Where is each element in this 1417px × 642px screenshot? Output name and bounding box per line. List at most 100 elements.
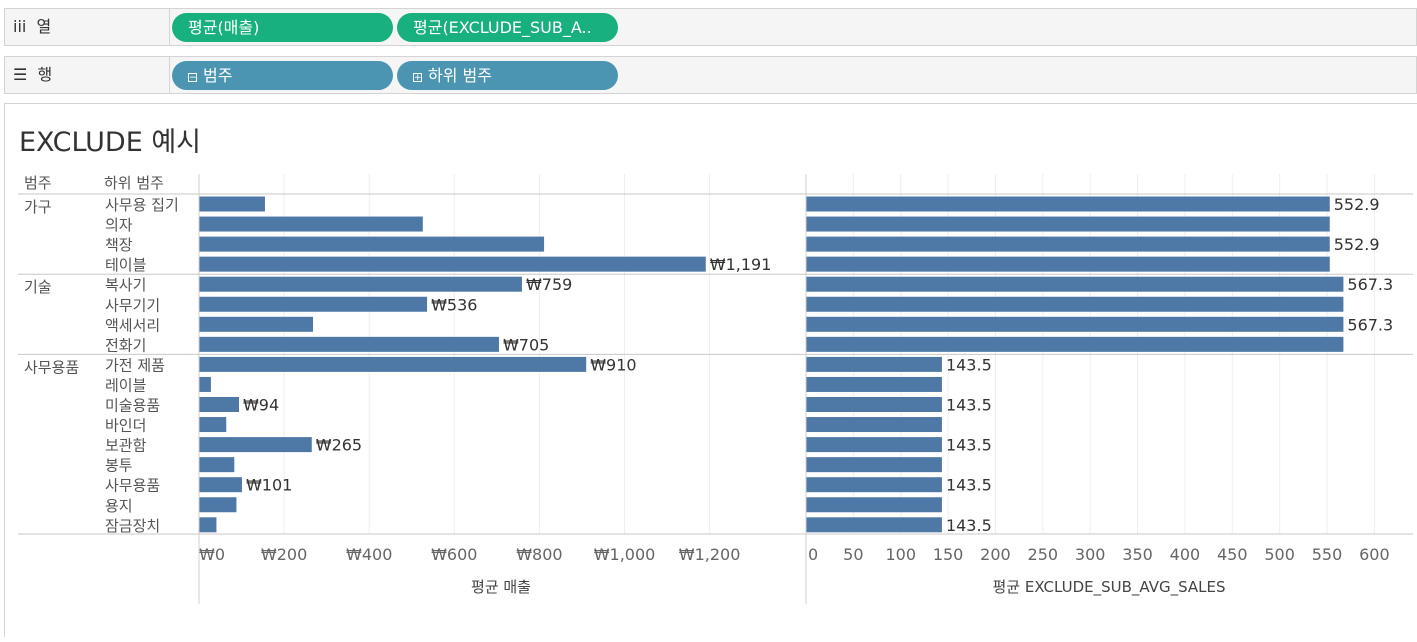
sales-bar <box>199 296 428 312</box>
sales-bar-label: ₩705 <box>503 335 549 354</box>
axes: ₩0 ₩200 ₩400 ₩600 ₩800 ₩1,000 ₩1,200 0 50 100 150 2… <box>18 174 1413 604</box>
sales-bars: ₩1,191 ₩759 ₩536 ₩705 ₩910 ₩94 ₩265 ₩101 <box>199 196 772 533</box>
sales-bar <box>199 437 312 453</box>
header-category: 범주 <box>24 174 52 192</box>
subcategory-label: 잠금장치 <box>105 517 160 535</box>
subcategory-label: 봉투 <box>105 457 133 475</box>
exclude-bar <box>806 457 942 473</box>
sales-bar <box>199 517 217 533</box>
expand-icon[interactable]: + <box>413 73 422 83</box>
x-tick-label: ₩1,000 <box>594 545 656 564</box>
subcategory-label: 복사기 <box>105 276 146 294</box>
exclude-bar <box>806 296 1344 312</box>
subcategory-label: 가전 제품 <box>105 356 165 374</box>
x-tick-label: ₩400 <box>346 545 392 564</box>
subcategory-label: 책장 <box>105 236 133 254</box>
x-tick-label: ₩1,200 <box>679 545 741 564</box>
exclude-bar <box>806 517 942 533</box>
subcategory-label: 용지 <box>105 497 133 515</box>
header-subcategory: 하위 범주 <box>104 174 164 192</box>
pill-avg-sales[interactable]: 평균(매출) <box>172 13 393 42</box>
exclude-bar-label: 143.5 <box>946 476 992 495</box>
sales-bar <box>199 236 545 252</box>
exclude-bar <box>806 216 1330 232</box>
x-axis-title: 평균 EXCLUDE_SUB_AVG_SALES <box>992 578 1225 597</box>
subcategory-label: 테이블 <box>105 256 146 274</box>
subcategory-label: 미술용품 <box>105 397 160 415</box>
exclude-bar-label: 552.9 <box>1334 195 1380 214</box>
sales-bar-label: ₩910 <box>590 355 636 374</box>
sales-bar <box>199 256 706 272</box>
sales-bar <box>199 477 242 493</box>
sales-bar <box>199 457 235 473</box>
sales-bar <box>199 376 211 392</box>
x-tick-label: 50 <box>843 545 863 564</box>
x-tick-label: 300 <box>1075 545 1106 564</box>
exclude-bar <box>806 376 942 392</box>
collapse-icon[interactable]: − <box>188 73 197 83</box>
x-tick-label: 400 <box>1170 545 1201 564</box>
exclude-bar <box>806 397 942 412</box>
exclude-bar <box>806 276 1344 292</box>
exclude-bar <box>806 236 1330 252</box>
sales-bar-label: ₩536 <box>431 295 477 314</box>
x-tick-label: 550 <box>1312 545 1343 564</box>
x-tick-label: ₩200 <box>261 545 307 564</box>
x-tick-label: ₩0 <box>199 545 225 564</box>
columns-shelf: iii 열 평균(매출) 평균(EXCLUDE_SUB_A.. <box>4 8 1417 46</box>
exclude-bar <box>806 356 942 372</box>
pill-avg-exclude[interactable]: 평균(EXCLUDE_SUB_A.. <box>397 13 618 42</box>
viz-title: EXCLUDE 예시 <box>19 127 201 158</box>
x-tick-label: ₩600 <box>431 545 477 564</box>
exclude-bar-label: 143.5 <box>946 516 992 535</box>
sales-bar-label: ₩1,191 <box>710 255 772 274</box>
columns-shelf-label: iii 열 <box>13 9 51 45</box>
exclude-bar <box>806 256 1330 272</box>
exclude-bar-label: 567.3 <box>1347 315 1393 334</box>
x-tick-label: 250 <box>1028 545 1059 564</box>
x-tick-label: ₩800 <box>516 545 562 564</box>
exclude-bar-label: 143.5 <box>946 355 992 374</box>
sales-bar <box>199 497 237 513</box>
sales-bar-label: ₩265 <box>316 436 362 455</box>
pill-avg-sales-label: 평균(매출) <box>188 18 260 37</box>
category-label: 사무용품 <box>24 358 79 376</box>
subcategory-label: 사무용 집기 <box>105 196 179 214</box>
sales-bar-label: ₩759 <box>526 275 572 294</box>
subcategory-label: 의자 <box>105 216 133 234</box>
subcategory-label: 보관함 <box>105 437 147 455</box>
sales-bar <box>199 316 314 332</box>
subcategory-label: 액세서리 <box>105 316 160 334</box>
pill-category-label: 범주 <box>203 66 233 85</box>
sales-bar <box>199 356 587 372</box>
sales-bar <box>199 276 522 292</box>
sales-bar <box>199 216 423 232</box>
exclude-bar <box>806 437 942 453</box>
exclude-bar <box>806 497 942 513</box>
sales-bar <box>199 397 239 412</box>
x-tick-label: 600 <box>1359 545 1390 564</box>
columns-icon: iii <box>13 17 27 36</box>
category-label: 기술 <box>24 278 52 296</box>
subcategory-label: 사무기기 <box>105 296 160 314</box>
rows-label: 행 <box>37 65 53 84</box>
exclude-bars: 552.9 552.9 567.3 567.3 143.5 143.5 143.5 143.5… <box>806 195 1393 535</box>
pill-avg-exclude-label: 평균(EXCLUDE_SUB_A.. <box>413 18 592 37</box>
pill-subcategory-label: 하위 범주 <box>428 66 492 85</box>
pill-subcategory[interactable]: + 하위 범주 <box>397 61 618 90</box>
subcategory-label: 바인더 <box>105 417 146 435</box>
shelf-divider <box>169 57 170 93</box>
exclude-bar-label: 567.3 <box>1347 275 1393 294</box>
subcategory-label: 전화기 <box>105 336 146 354</box>
rows-icon: ☰ <box>13 65 28 84</box>
category-label: 가구 <box>24 198 52 216</box>
exclude-bar-label: 143.5 <box>946 396 992 415</box>
pill-category[interactable]: − 범주 <box>172 61 393 90</box>
exclude-bar <box>806 316 1344 332</box>
shelf-divider <box>169 9 170 45</box>
sales-bar <box>199 417 227 433</box>
rows-shelf: ☰ 행 − 범주 + 하위 범주 <box>4 56 1417 94</box>
